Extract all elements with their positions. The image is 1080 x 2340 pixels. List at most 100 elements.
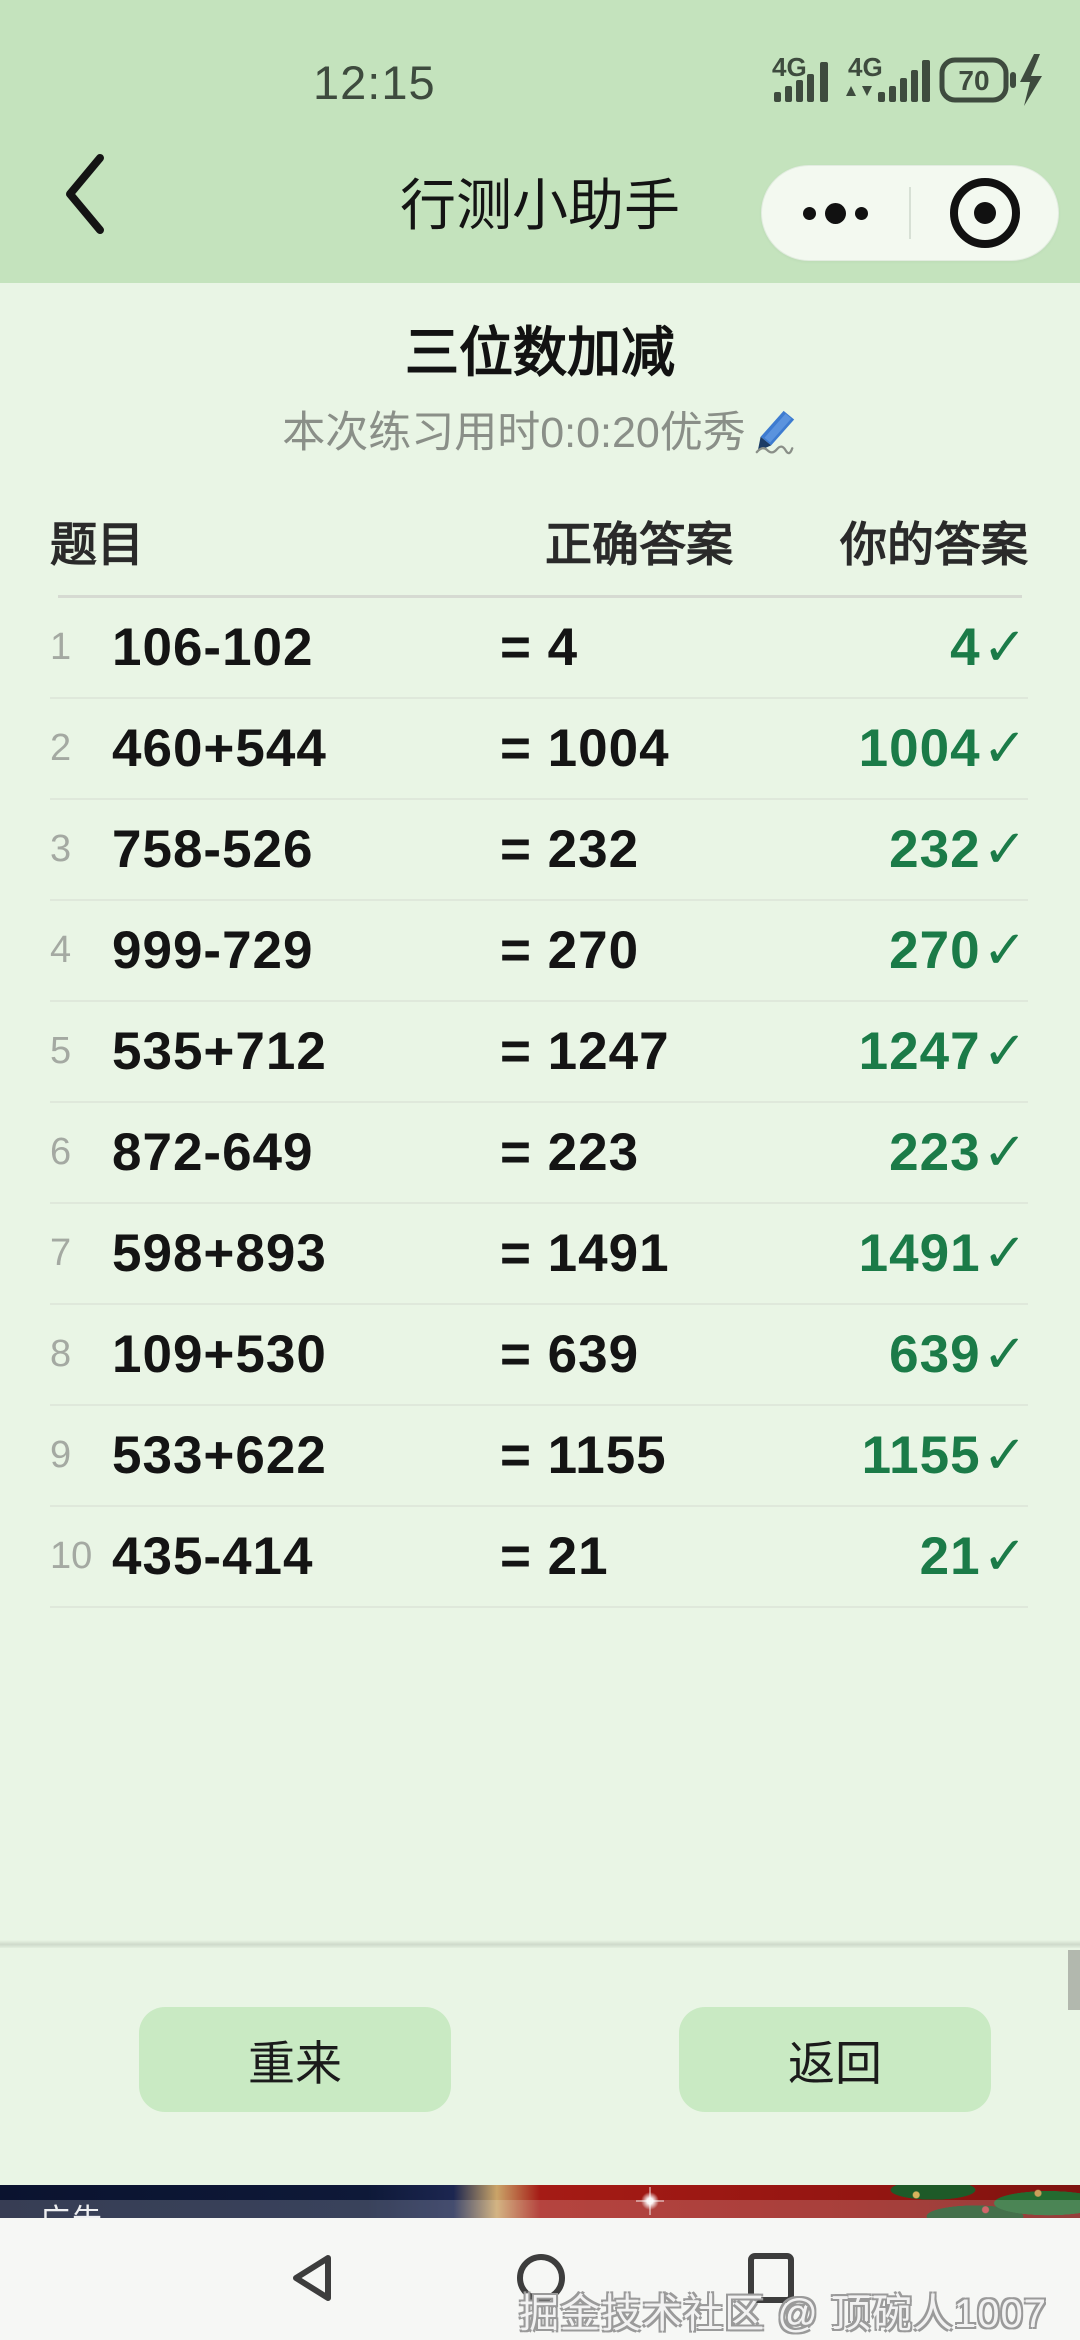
signal-bars-icon: 4G xyxy=(772,52,828,102)
row-number: 3 xyxy=(50,828,72,870)
signal-bars-arrows-icon: 4G xyxy=(846,52,930,102)
row-expression: 999-729 xyxy=(112,921,314,980)
row-user-answer: 21✓ xyxy=(820,1526,1028,1587)
android-back-button[interactable] xyxy=(288,2252,336,2304)
page-subtitle: 本次练习用时0:0:20优秀 xyxy=(0,398,1080,466)
row-correct-answer: = 223 xyxy=(500,1123,640,1182)
ad-banner[interactable]: 广告 xyxy=(0,2185,1080,2218)
check-icon: ✓ xyxy=(982,618,1028,677)
row-user-answer: 1247✓ xyxy=(820,1021,1028,1082)
row-number: 9 xyxy=(50,1434,72,1476)
row-user-answer: 1155✓ xyxy=(820,1425,1028,1486)
header-divider xyxy=(58,595,1022,598)
android-home-button[interactable] xyxy=(515,2252,567,2304)
check-icon: ✓ xyxy=(982,1224,1028,1283)
user-answer-value: 223 xyxy=(889,1123,981,1182)
row-user-answer: 1004✓ xyxy=(820,718,1028,779)
row-user-answer: 223✓ xyxy=(820,1122,1028,1183)
record-circle-icon xyxy=(949,178,1020,248)
table-row: 10 435-414 = 21 21✓ xyxy=(50,1507,1028,1608)
row-user-answer: 1491✓ xyxy=(820,1223,1028,1284)
table-row: 2 460+544 = 1004 1004✓ xyxy=(50,699,1028,800)
table-header: 题目 正确答案 你的答案 xyxy=(50,505,1028,575)
user-answer-value: 270 xyxy=(889,921,981,980)
android-nav-bar: 掘金技术社区 @ 顶碗人1007 xyxy=(0,2218,1080,2340)
check-icon: ✓ xyxy=(982,921,1028,980)
header-your-answer: 你的答案 xyxy=(840,517,1028,571)
ad-label: 广告 xyxy=(40,2195,104,2218)
check-icon: ✓ xyxy=(982,1426,1028,1485)
row-expression: 535+712 xyxy=(112,1022,327,1081)
battery-icon: 70 xyxy=(939,57,1016,103)
row-number: 5 xyxy=(50,1030,72,1072)
row-expression: 533+622 xyxy=(112,1426,327,1485)
menu-button[interactable] xyxy=(762,166,909,260)
row-number: 2 xyxy=(50,727,72,769)
footer-top-shadow xyxy=(0,1940,1080,1948)
page-nav-title: 行测小助手 xyxy=(400,174,680,237)
check-icon: ✓ xyxy=(982,719,1028,778)
row-correct-answer: = 1491 xyxy=(500,1224,670,1283)
user-answer-value: 639 xyxy=(889,1325,981,1384)
table-row: 8 109+530 = 639 639✓ xyxy=(50,1305,1028,1406)
exit-button[interactable] xyxy=(911,166,1058,260)
network-label-1: 4G xyxy=(772,52,807,82)
three-dots-icon xyxy=(803,202,868,224)
check-icon: ✓ xyxy=(982,1325,1028,1384)
row-expression: 435-414 xyxy=(112,1527,314,1586)
row-expression: 598+893 xyxy=(112,1224,327,1283)
results-table: 1 106-102 = 4 4✓ 2 460+544 = 1004 1004✓ … xyxy=(50,598,1028,1608)
row-number: 7 xyxy=(50,1232,72,1274)
charging-bolt-icon xyxy=(1020,54,1042,106)
check-icon: ✓ xyxy=(982,820,1028,879)
row-number: 4 xyxy=(50,929,72,971)
row-correct-answer: = 270 xyxy=(500,921,640,980)
header-correct-answer: 正确答案 xyxy=(545,517,733,571)
row-correct-answer: = 1155 xyxy=(500,1426,667,1485)
row-user-answer: 270✓ xyxy=(820,920,1028,981)
row-correct-answer: = 21 xyxy=(500,1527,609,1586)
table-row: 6 872-649 = 223 223✓ xyxy=(50,1103,1028,1204)
recents-square-icon xyxy=(748,2253,794,2303)
nav-bar: 行测小助手 xyxy=(0,120,1080,283)
battery-level: 70 xyxy=(958,65,989,96)
return-button[interactable]: 返回 xyxy=(679,2007,991,2112)
scrollbar-thumb[interactable] xyxy=(1068,1950,1080,2010)
miniprogram-capsule xyxy=(761,165,1059,261)
row-correct-answer: = 4 xyxy=(500,618,579,677)
retry-button[interactable]: 重来 xyxy=(139,2007,451,2112)
row-user-answer: 232✓ xyxy=(820,819,1028,880)
user-answer-value: 4 xyxy=(950,618,981,677)
row-number: 1 xyxy=(50,626,72,668)
table-row: 3 758-526 = 232 232✓ xyxy=(50,800,1028,901)
check-icon: ✓ xyxy=(982,1022,1028,1081)
row-expression: 106-102 xyxy=(112,618,314,677)
christmas-tree-decoration xyxy=(870,2185,1080,2218)
network-label-2: 4G xyxy=(848,52,883,82)
chevron-left-icon xyxy=(66,154,104,234)
pen-icon xyxy=(752,409,798,466)
row-correct-answer: = 232 xyxy=(500,820,640,879)
row-number: 8 xyxy=(50,1333,72,1375)
table-row: 4 999-729 = 270 270✓ xyxy=(50,901,1028,1002)
user-answer-value: 21 xyxy=(919,1527,981,1586)
home-circle-icon xyxy=(517,2254,565,2302)
back-button[interactable] xyxy=(62,152,108,236)
header-question: 题目 xyxy=(50,517,144,571)
row-expression: 109+530 xyxy=(112,1325,327,1384)
table-row: 9 533+622 = 1155 1155✓ xyxy=(50,1406,1028,1507)
status-bar: 12:15 4G 4G 70 xyxy=(0,0,1080,120)
row-number: 6 xyxy=(50,1131,72,1173)
capsule-divider xyxy=(909,187,911,239)
row-expression: 460+544 xyxy=(112,719,327,778)
row-correct-answer: = 1004 xyxy=(500,719,670,778)
row-correct-answer: = 639 xyxy=(500,1325,640,1384)
status-icons: 4G 4G 70 xyxy=(772,52,1042,106)
user-answer-value: 1247 xyxy=(858,1022,981,1081)
user-answer-value: 1491 xyxy=(858,1224,981,1283)
user-answer-value: 1155 xyxy=(861,1426,981,1485)
android-recents-button[interactable] xyxy=(747,2252,795,2304)
check-icon: ✓ xyxy=(982,1123,1028,1182)
table-row: 1 106-102 = 4 4✓ xyxy=(50,598,1028,699)
row-user-answer: 4✓ xyxy=(820,617,1028,678)
